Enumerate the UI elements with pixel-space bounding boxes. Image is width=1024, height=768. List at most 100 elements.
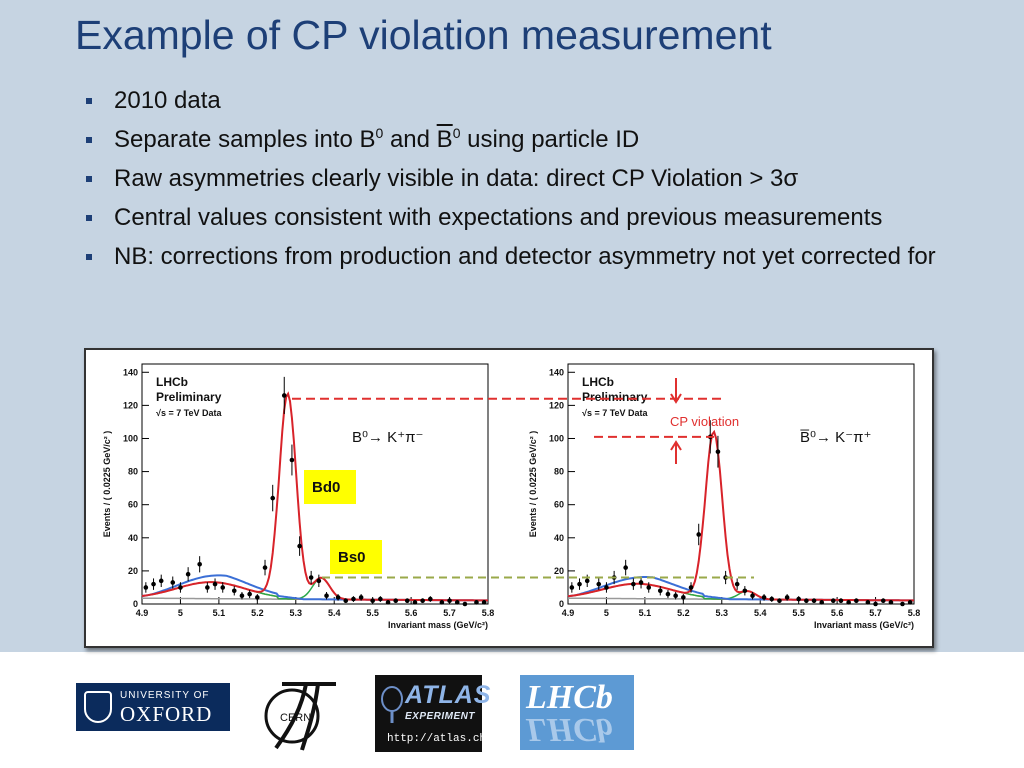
data-point (239, 593, 245, 599)
y-tick-label: 20 (554, 566, 564, 576)
data-point (577, 581, 582, 587)
data-point (462, 601, 468, 607)
data-point (378, 596, 383, 602)
data-point (343, 598, 349, 603)
x-tick-label: 5 (604, 608, 609, 618)
y-tick-label: 60 (554, 500, 564, 510)
y-tick-label: 140 (123, 367, 138, 377)
data-point (681, 595, 686, 600)
data-point (569, 585, 575, 590)
data-point (351, 596, 356, 602)
bs-label-box (330, 540, 382, 574)
bullet-item: Central values consistent with expectati… (86, 203, 956, 233)
data-point (335, 595, 341, 600)
y-axis-label: Events / ( 0.0225 GeV/c² ) (528, 431, 538, 538)
data-point (665, 591, 671, 597)
cern-emblem-icon: CERN (264, 682, 336, 751)
bullet-item: 2010 data (86, 86, 956, 116)
oxford-logo: UNIVERSITY OF OXFORD (76, 683, 230, 731)
data-point (769, 596, 775, 602)
x-tick-label: 5.8 (908, 608, 921, 618)
x-tick-label: 5.8 (482, 608, 495, 618)
data-point (784, 595, 790, 600)
data-point (324, 593, 329, 599)
energy-label: √s = 7 TeV Data (582, 408, 649, 418)
data-point (777, 598, 782, 603)
data-point (428, 596, 433, 602)
x-tick-label: 5.4 (328, 608, 341, 618)
y-tick-label: 20 (128, 566, 138, 576)
x-tick-label: 5.5 (792, 608, 805, 618)
data-point (220, 585, 226, 590)
x-tick-label: 5.3 (716, 608, 729, 618)
cp-violation-label: CP violation (670, 414, 739, 429)
data-point (750, 593, 755, 599)
data-point (638, 580, 644, 585)
data-point (143, 585, 149, 590)
data-point (474, 600, 479, 605)
data-point (393, 598, 399, 603)
data-point (158, 578, 164, 584)
data-point (880, 598, 886, 603)
data-point (197, 561, 202, 567)
data-point (420, 598, 425, 603)
data-point (170, 580, 176, 585)
data-point (830, 598, 836, 603)
y-tick-label: 0 (559, 599, 564, 609)
decay-label: B̅⁰→ K⁻π⁺ (800, 429, 872, 446)
data-point (742, 588, 748, 594)
bullet-item: NB: corrections from production and dete… (86, 242, 956, 272)
decay-label: B⁰→ K⁺π⁻ (352, 429, 423, 446)
x-tick-label: 5.6 (405, 608, 418, 618)
data-point (596, 581, 602, 587)
x-tick-label: 5.4 (754, 608, 767, 618)
data-point (185, 571, 191, 577)
data-point (804, 598, 809, 603)
x-tick-label: 4.9 (136, 608, 149, 618)
data-point (865, 600, 871, 605)
data-point (631, 581, 636, 587)
data-point (255, 595, 260, 600)
slide-title: Example of CP violation measurement (75, 12, 772, 58)
y-tick-label: 80 (128, 467, 138, 477)
data-point (657, 588, 663, 594)
data-point (412, 600, 418, 605)
data-point (696, 532, 702, 537)
x-tick-label: 5.3 (290, 608, 303, 618)
data-point (584, 578, 590, 584)
data-point (454, 600, 460, 605)
y-tick-label: 120 (123, 400, 138, 410)
data-point (838, 598, 844, 603)
data-point (151, 581, 156, 587)
y-tick-label: 120 (549, 400, 564, 410)
data-point (673, 593, 678, 599)
atlas-globe-icon (381, 686, 403, 723)
bullet-item: Separate samples into B0 and B0 using pa… (86, 125, 956, 155)
x-tick-label: 5.1 (213, 608, 226, 618)
data-point (481, 600, 487, 605)
data-point (854, 598, 859, 603)
y-tick-label: 100 (123, 433, 138, 443)
lhcb-label: LHCb (582, 375, 614, 389)
data-point (873, 601, 878, 607)
y-tick-label: 100 (549, 433, 564, 443)
x-tick-label: 5.5 (366, 608, 379, 618)
cp-arrow-up-head (670, 440, 682, 451)
data-point (404, 598, 410, 603)
data-point (900, 601, 905, 607)
data-point (819, 600, 825, 605)
data-point (247, 591, 252, 597)
data-point (688, 585, 694, 590)
data-point (796, 596, 801, 602)
x-tick-label: 5.2 (677, 608, 690, 618)
data-point (623, 565, 628, 570)
x-tick-label: 5.2 (251, 608, 264, 618)
y-tick-label: 60 (128, 500, 138, 510)
y-tick-label: 40 (554, 533, 564, 543)
y-tick-label: 40 (128, 533, 138, 543)
x-tick-label: 5.7 (443, 608, 456, 618)
data-point (308, 575, 314, 580)
data-point (205, 585, 210, 590)
data-point (358, 595, 364, 600)
x-tick-label: 4.9 (562, 608, 575, 618)
